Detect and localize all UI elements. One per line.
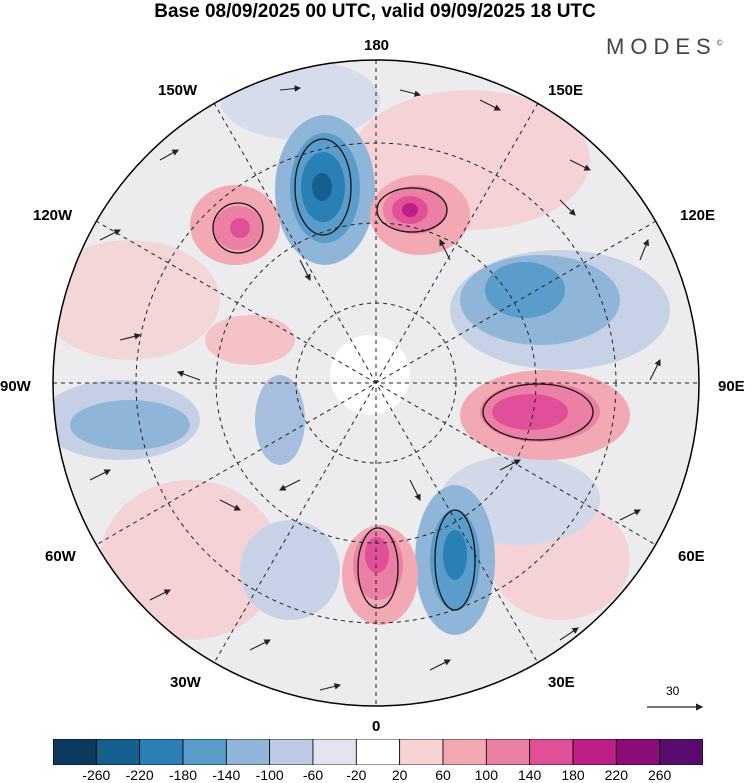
colorbar-swatch — [529, 739, 574, 765]
colorbar-tick-label: 20 — [391, 767, 408, 783]
colorbar-swatch — [615, 739, 661, 765]
colorbar-tick-label: 140 — [517, 767, 542, 783]
lon-label-150w: 150W — [158, 82, 198, 99]
anomaly-high-central-asia — [492, 394, 568, 430]
colorbar-swatch — [95, 739, 141, 765]
colorbar-swatch — [312, 739, 357, 765]
brand-name: MODES — [606, 34, 717, 59]
vector-scale-label: 30 — [666, 684, 680, 698]
lon-label-150e: 150E — [548, 82, 584, 99]
colorbar-tick-label: 60 — [435, 767, 451, 783]
anomaly-low-europe — [443, 530, 467, 580]
colorbar-swatch — [269, 739, 314, 765]
anomaly-light-red — [100, 480, 280, 640]
colorbar-tick-label: 100 — [474, 767, 499, 783]
lon-label-30e: 30E — [548, 674, 575, 691]
lon-label-90w: 90W — [0, 378, 31, 395]
pole-region — [330, 335, 410, 415]
colorbar — [53, 739, 703, 765]
colorbar-swatch — [139, 739, 184, 765]
lon-label-30w: 30W — [170, 674, 201, 691]
colorbar-tick-label: -260 — [82, 767, 111, 783]
graticule — [53, 60, 699, 706]
lon-label-120w: 120W — [33, 207, 73, 224]
lon-label-180: 180 — [364, 37, 390, 54]
anomaly-light-blue — [240, 520, 340, 620]
colorbar-tick-label: -100 — [255, 767, 284, 783]
colorbar-swatch — [442, 739, 487, 765]
colorbar-tick-label: 180 — [561, 767, 585, 783]
colorbar-tick-label: -180 — [168, 767, 198, 783]
colorbar-tick-label: -140 — [212, 767, 241, 783]
map-border — [52, 59, 700, 707]
lon-label-60e: 60E — [678, 548, 705, 565]
lon-label-120e: 120E — [680, 207, 716, 224]
lon-label-0: 0 — [372, 718, 381, 735]
anomaly-high-kamchatka — [402, 203, 418, 217]
colorbar-swatch — [485, 739, 531, 765]
anomaly-low-pacific — [312, 173, 332, 201]
anomaly-high-canada — [205, 315, 295, 365]
anomaly-high-alaska — [230, 218, 250, 238]
colorbar-swatch — [572, 739, 617, 765]
map-field — [53, 60, 699, 706]
wind-vectors — [89, 85, 661, 691]
colorbar-swatch — [53, 739, 97, 765]
anomaly-low-america — [255, 375, 305, 465]
anomaly-low-siberia — [485, 262, 565, 318]
colorbar-swatch — [225, 739, 271, 765]
colorbar-swatch — [182, 739, 227, 765]
colorbar-swatch — [355, 739, 401, 765]
colorbar-tick-label: 220 — [604, 767, 629, 783]
map-title: Base 08/09/2025 00 UTC, valid 09/09/2025… — [154, 1, 596, 22]
anomaly-high-atlantic — [365, 537, 389, 573]
colorbar-swatch — [399, 739, 444, 765]
anomaly-low-america — [70, 400, 190, 450]
anomaly-light-red — [53, 240, 220, 360]
lon-label-90e: 90E — [718, 378, 745, 395]
colorbar-tick-label: -20 — [346, 767, 367, 783]
copyright-mark: © — [716, 38, 723, 48]
colorbar-swatch — [659, 739, 703, 765]
brand-logo: MODES© — [606, 34, 723, 60]
colorbar-tick-label: 260 — [647, 767, 672, 783]
colorbar-tick-label: -60 — [302, 767, 324, 783]
lon-label-60w: 60W — [45, 548, 76, 565]
colorbar-tick-label: -220 — [125, 767, 154, 783]
